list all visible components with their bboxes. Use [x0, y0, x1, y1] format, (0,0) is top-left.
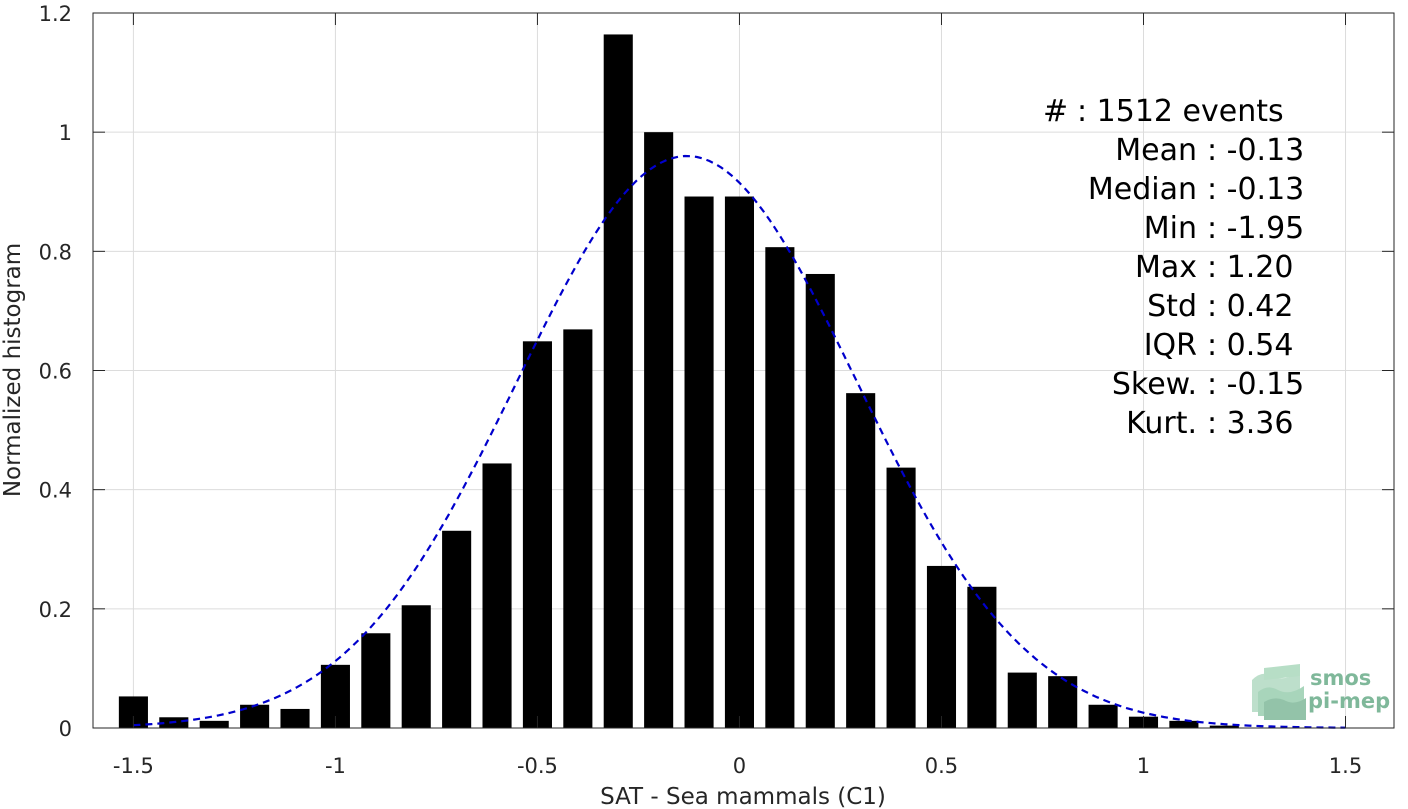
- x-tick-label: 1: [1137, 754, 1150, 778]
- y-axis-label: Normalized histogram: [0, 243, 26, 497]
- x-tick-label: 0.5: [925, 754, 958, 778]
- stat-value: : 0.54: [1207, 328, 1293, 363]
- histogram-bar: [1007, 672, 1037, 728]
- histogram-bar: [684, 196, 714, 728]
- histogram-bar: [724, 196, 755, 728]
- stat-value: : -1.95: [1207, 211, 1304, 246]
- stat-label: Mean: [1115, 133, 1197, 168]
- logo-line2: pi-mep: [1308, 689, 1390, 713]
- histogram-bar: [401, 605, 431, 728]
- stat-label: Std: [1147, 289, 1197, 324]
- histogram-bar: [805, 273, 835, 728]
- histogram-bars: [118, 34, 1239, 728]
- stat-label: Kurt.: [1126, 406, 1197, 441]
- x-tick-label: 1.5: [1329, 754, 1362, 778]
- histogram-bar: [765, 247, 795, 728]
- x-tick-label: -1: [325, 754, 346, 778]
- y-tick-label: 0.2: [39, 598, 72, 622]
- y-tick-label: 0.4: [39, 479, 72, 503]
- histogram-bar: [886, 467, 916, 728]
- histogram-bar: [482, 463, 512, 728]
- stat-value: : -0.15: [1207, 367, 1304, 402]
- histogram-bar: [563, 329, 593, 728]
- x-tick-labels: -1.5 -1 -0.5 0 0.5 1 1.5: [113, 754, 1362, 778]
- histogram-bar: [846, 393, 876, 728]
- histogram-bar: [361, 633, 391, 728]
- histogram-bar: [522, 341, 552, 728]
- stat-label: Median: [1088, 172, 1197, 207]
- smos-pi-mep-logo: smos pi-mep: [1252, 664, 1390, 720]
- stat-label: Skew.: [1112, 367, 1197, 402]
- x-tick-label: -0.5: [517, 754, 558, 778]
- histogram-bar: [1088, 704, 1118, 728]
- histogram-bar: [1169, 720, 1199, 728]
- wave-icon: [1252, 664, 1306, 720]
- histogram-bar: [603, 34, 633, 728]
- x-axis-label: SAT - Sea mammals (C1): [600, 784, 886, 809]
- stat-value: : -0.13: [1207, 172, 1304, 207]
- histogram-bar: [442, 530, 472, 728]
- gaussian-fit-curve: [133, 154, 1346, 729]
- y-tick-labels: 0 0.2 0.4 0.6 0.8 1 1.2: [39, 2, 72, 741]
- histogram-bar: [199, 720, 229, 728]
- stat-label: Max: [1135, 250, 1197, 285]
- statistics-box: # : 1512 events Mean : -0.13 Median : -0.13 Mi…: [1043, 94, 1304, 441]
- histogram-bar: [926, 565, 957, 728]
- histogram-bar: [644, 132, 674, 728]
- logo-line1: smos: [1310, 666, 1371, 690]
- histogram-bar: [280, 708, 310, 728]
- y-tick-label: 1: [59, 121, 72, 145]
- histogram-bar: [240, 704, 270, 728]
- histogram-bar: [967, 586, 997, 728]
- stat-label: Min: [1144, 211, 1197, 246]
- y-tick-label: 0.6: [39, 360, 72, 384]
- y-tick-label: 0: [59, 717, 72, 741]
- stat-value: : 0.42: [1207, 289, 1293, 324]
- stat-label: IQR: [1144, 328, 1197, 363]
- stat-label: #: [1043, 94, 1068, 129]
- y-tick-label: 1.2: [39, 2, 72, 26]
- axis-ticks: [93, 12, 1394, 729]
- stat-value: : -0.13: [1207, 133, 1304, 168]
- stat-value: : 3.36: [1207, 406, 1293, 441]
- y-tick-label: 0.8: [39, 240, 72, 264]
- stat-value: : 1512 events: [1077, 94, 1284, 129]
- x-tick-label: 0: [733, 754, 746, 778]
- x-tick-label: -1.5: [113, 754, 154, 778]
- stat-value: : 1.20: [1207, 250, 1293, 285]
- histogram-bar: [1209, 725, 1239, 728]
